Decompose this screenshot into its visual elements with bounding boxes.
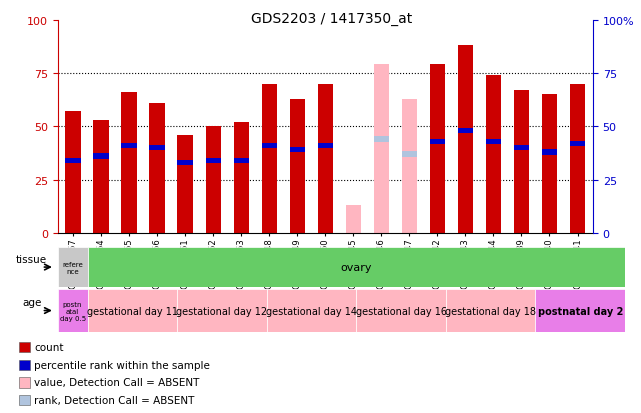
- Bar: [262, 143, 277, 149]
- Bar: [513, 146, 529, 151]
- Bar: [178, 135, 193, 233]
- Bar: [206, 127, 221, 233]
- Bar: [570, 141, 585, 147]
- Bar: [570, 84, 585, 233]
- Bar: [374, 137, 389, 142]
- Bar: [429, 65, 445, 233]
- Bar: [19, 377, 30, 387]
- Bar: [535, 289, 625, 332]
- Bar: [458, 128, 473, 134]
- Text: gestational day 11: gestational day 11: [87, 306, 178, 316]
- Bar: [345, 206, 361, 233]
- Bar: [402, 152, 417, 157]
- Bar: [486, 139, 501, 145]
- Text: refere
nce: refere nce: [62, 261, 83, 274]
- Bar: [374, 65, 389, 233]
- Bar: [429, 139, 445, 145]
- Bar: [19, 360, 30, 370]
- Bar: [121, 143, 137, 149]
- Bar: [262, 84, 277, 233]
- Text: postn
atal
day 0.5: postn atal day 0.5: [60, 301, 86, 321]
- Bar: [121, 93, 137, 233]
- Bar: [88, 289, 177, 332]
- Text: GDS2203 / 1417350_at: GDS2203 / 1417350_at: [251, 12, 412, 26]
- Bar: [149, 104, 165, 233]
- Text: ovary: ovary: [340, 262, 372, 273]
- Bar: [19, 342, 30, 352]
- Bar: [233, 158, 249, 164]
- Bar: [149, 146, 165, 151]
- Bar: [65, 158, 81, 164]
- Text: age: age: [22, 297, 42, 307]
- Bar: [65, 112, 81, 233]
- Bar: [290, 148, 305, 153]
- Bar: [402, 100, 417, 233]
- Text: count: count: [35, 342, 64, 352]
- Text: percentile rank within the sample: percentile rank within the sample: [35, 360, 210, 370]
- Bar: [58, 289, 88, 332]
- Bar: [19, 395, 30, 405]
- Bar: [446, 289, 535, 332]
- Text: gestational day 18: gestational day 18: [445, 306, 536, 316]
- Bar: [542, 95, 557, 233]
- Text: postnatal day 2: postnatal day 2: [538, 306, 623, 316]
- Bar: [267, 289, 356, 332]
- Bar: [317, 84, 333, 233]
- Bar: [58, 248, 88, 287]
- Bar: [178, 161, 193, 166]
- Bar: [458, 46, 473, 233]
- Bar: [233, 123, 249, 233]
- Text: tissue: tissue: [16, 254, 47, 265]
- Bar: [94, 121, 109, 233]
- Bar: [317, 143, 333, 149]
- Text: value, Detection Call = ABSENT: value, Detection Call = ABSENT: [35, 377, 200, 387]
- Bar: [206, 158, 221, 164]
- Bar: [290, 100, 305, 233]
- Bar: [177, 289, 267, 332]
- Bar: [94, 154, 109, 159]
- Text: gestational day 12: gestational day 12: [176, 306, 267, 316]
- Bar: [513, 91, 529, 233]
- Bar: [542, 150, 557, 155]
- Text: gestational day 14: gestational day 14: [266, 306, 357, 316]
- Bar: [356, 289, 446, 332]
- Text: gestational day 16: gestational day 16: [356, 306, 447, 316]
- Text: rank, Detection Call = ABSENT: rank, Detection Call = ABSENT: [35, 395, 195, 405]
- Bar: [486, 76, 501, 233]
